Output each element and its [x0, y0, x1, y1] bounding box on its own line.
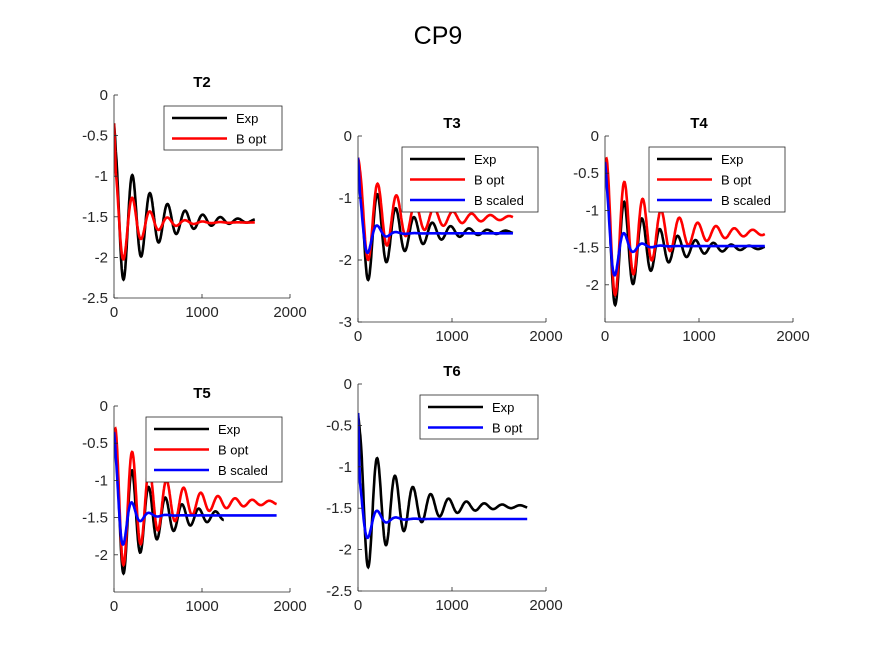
y-tick-label: 0	[344, 128, 352, 145]
y-tick-label: -2	[339, 542, 352, 559]
legend-label: Exp	[492, 400, 514, 415]
subplot-title: T6	[443, 363, 461, 380]
series-lines	[114, 123, 256, 282]
y-tick-label: -2	[95, 547, 108, 564]
legend: Exp B opt B scaled	[401, 146, 539, 213]
series-line-b-opt	[358, 412, 528, 540]
y-tick-label: -1	[95, 472, 108, 489]
y-tick-label: -2	[95, 249, 108, 266]
y-tick-label: -1	[339, 190, 352, 207]
legend-label: B scaled	[474, 193, 524, 208]
legend-label: B opt	[721, 173, 752, 188]
subplot-t5: T5 0 1000 2000 0 -0.5 -1 -1.5 -2 Exp B opt B scaled	[82, 385, 307, 615]
x-tick-label: 1000	[435, 328, 468, 345]
series-line-b-scaled	[114, 431, 277, 546]
y-tick-label: -2	[586, 277, 599, 294]
subplot-title: T3	[443, 115, 461, 132]
y-tick-label: -2.5	[326, 583, 352, 600]
legend-label: B opt	[236, 132, 267, 147]
legend: Exp B opt B scaled	[145, 416, 283, 483]
subplot-title: T4	[690, 115, 708, 132]
series-lines	[605, 156, 766, 308]
y-tick-label: 0	[591, 128, 599, 145]
legend-label: B scaled	[218, 463, 268, 478]
subplot-t6: T6 0 1000 2000 0 -0.5 -1 -1.5 -2 -2.5 Exp B opt	[326, 363, 563, 614]
series-line-b-scaled	[605, 161, 765, 277]
x-tick-label: 2000	[273, 598, 306, 615]
subplot-t2: T2 0 1000 2000 0 -0.5 -1 -1.5 -2 -2.5 Exp B opt	[82, 74, 307, 321]
legend-box	[163, 105, 283, 151]
x-tick-label: 1000	[185, 304, 218, 321]
subplot-title: T2	[193, 74, 211, 91]
x-tick-label: 2000	[776, 328, 809, 345]
series-line-b-opt	[114, 426, 278, 568]
x-tick-label: 0	[354, 328, 362, 345]
series-line-exp	[358, 412, 528, 570]
y-tick-label: -1.5	[82, 510, 108, 527]
legend-label: Exp	[236, 111, 258, 126]
x-tick-label: 1000	[185, 598, 218, 615]
x-tick-label: 2000	[529, 328, 562, 345]
series-line-exp	[605, 161, 766, 308]
series-lines	[114, 426, 278, 576]
y-tick-label: -1.5	[82, 209, 108, 226]
y-tick-label: -3	[339, 314, 352, 331]
legend-label: B opt	[218, 443, 249, 458]
x-tick-label: 0	[110, 304, 118, 321]
legend-label: Exp	[218, 422, 240, 437]
y-tick-label: 0	[344, 376, 352, 393]
series-line-exp	[114, 431, 224, 576]
y-tick-label: -0.5	[573, 165, 599, 182]
x-tick-label: 1000	[435, 597, 468, 614]
legend-label: Exp	[474, 152, 496, 167]
y-tick-label: 0	[100, 87, 108, 104]
y-tick-label: -2.5	[82, 290, 108, 307]
series-lines	[358, 412, 528, 570]
legend-label: B scaled	[721, 193, 771, 208]
y-tick-label: -0.5	[82, 128, 108, 145]
x-tick-label: 0	[354, 597, 362, 614]
x-tick-label: 0	[601, 328, 609, 345]
series-line-b-opt	[605, 156, 766, 298]
y-tick-label: -1.5	[573, 240, 599, 257]
legend: Exp B opt	[419, 394, 539, 440]
x-tick-label: 0	[110, 598, 118, 615]
figure-title: CP9	[414, 22, 463, 50]
y-tick-label: -0.5	[326, 417, 352, 434]
legend: Exp B opt B scaled	[648, 146, 786, 213]
x-tick-label: 2000	[273, 304, 306, 321]
subplot-t4: T4 0 1000 2000 0 -0.5 -1 -1.5 -2 Exp B opt B scaled	[573, 115, 810, 345]
legend-box	[419, 394, 539, 440]
subplot-t3: T3 0 1000 2000 0 -1 -2 -3 Exp B opt B scaled	[339, 115, 563, 345]
y-tick-label: -1.5	[326, 500, 352, 517]
series-line-b-opt	[114, 123, 255, 261]
x-tick-label: 1000	[682, 328, 715, 345]
y-tick-label: 0	[100, 398, 108, 415]
series-line-exp	[358, 157, 514, 282]
y-tick-label: -1	[586, 202, 599, 219]
y-tick-label: -2	[339, 252, 352, 269]
legend-label: B opt	[492, 421, 523, 436]
x-tick-label: 2000	[529, 597, 562, 614]
y-tick-label: -1	[95, 168, 108, 185]
legend: Exp B opt	[163, 105, 283, 151]
subplot-title: T5	[193, 385, 211, 402]
legend-label: B opt	[474, 173, 505, 188]
legend-label: Exp	[721, 152, 743, 167]
y-tick-label: -1	[339, 459, 352, 476]
y-tick-label: -0.5	[82, 435, 108, 452]
series-line-b-scaled	[358, 157, 513, 255]
